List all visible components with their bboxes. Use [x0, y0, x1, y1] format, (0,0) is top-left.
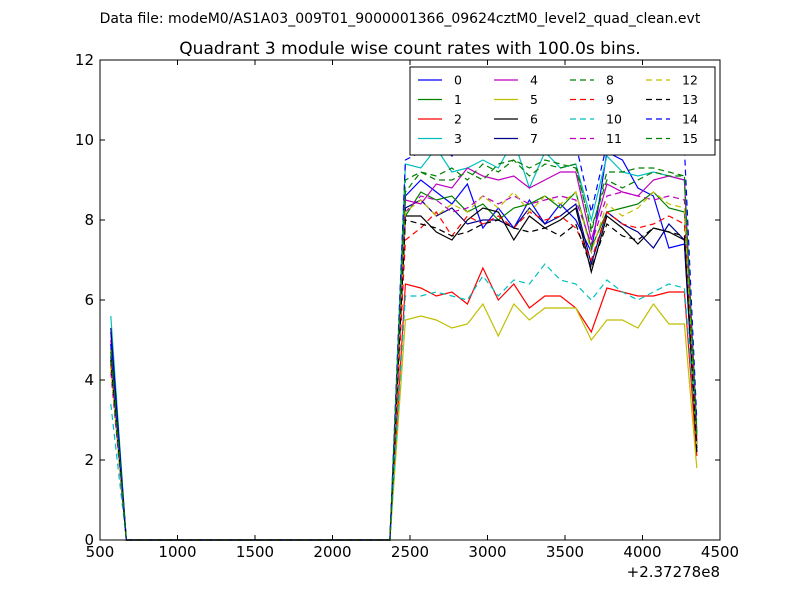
series-line-10	[110, 263, 698, 541]
legend-label-2: 2	[454, 112, 462, 127]
series-line-9	[110, 211, 698, 541]
legend-label-14: 14	[682, 112, 698, 127]
y-tick-label: 6	[84, 291, 94, 309]
legend-label-3: 3	[454, 131, 462, 146]
legend-label-7: 7	[530, 131, 538, 146]
legend-label-15: 15	[682, 131, 698, 146]
legend-label-11: 11	[606, 131, 622, 146]
chart-title: Quadrant 3 module wise count rates with …	[179, 39, 640, 59]
x-tick-label: 4000	[623, 543, 661, 561]
x-tick-label: 3000	[468, 543, 506, 561]
x-tick-label: 2000	[313, 543, 351, 561]
legend-label-0: 0	[454, 73, 462, 88]
axes-layer: 500 1000 1500 2000 2500 3000 3500 4000 4500 0 2 4 6 8…	[75, 51, 739, 561]
chart-suptitle: Data file: modeM0/AS1A03_009T01_90000013…	[100, 11, 701, 27]
x-tick-label: 2500	[391, 543, 429, 561]
legend-label-6: 6	[530, 112, 538, 127]
y-tick-label: 2	[84, 451, 94, 469]
series-layer	[110, 131, 698, 541]
legend-label-10: 10	[606, 112, 622, 127]
legend-label-1: 1	[454, 92, 462, 107]
x-tick-label: 1500	[236, 543, 274, 561]
x-offset-label: +2.37278e8	[627, 563, 720, 581]
legend-label-4: 4	[530, 73, 538, 88]
legend-label-12: 12	[682, 73, 698, 88]
series-line-2	[110, 266, 698, 541]
y-tick-label: 4	[84, 371, 94, 389]
y-tick-label: 10	[75, 131, 94, 149]
y-tick-label: 0	[84, 531, 94, 549]
legend-label-5: 5	[530, 92, 538, 107]
x-tick-label: 4500	[701, 543, 739, 561]
legend-label-13: 13	[682, 92, 698, 107]
legend-label-9: 9	[606, 92, 614, 107]
x-tick-label: 3500	[546, 543, 584, 561]
x-tick-label: 500	[86, 543, 115, 561]
x-tick-label: 1000	[158, 543, 196, 561]
series-line-5	[110, 302, 698, 541]
y-tick-label: 8	[84, 211, 94, 229]
series-line-14	[110, 131, 698, 541]
legend-label-8: 8	[606, 73, 614, 88]
y-tick-label: 12	[75, 51, 94, 69]
legend-box	[409, 66, 716, 156]
